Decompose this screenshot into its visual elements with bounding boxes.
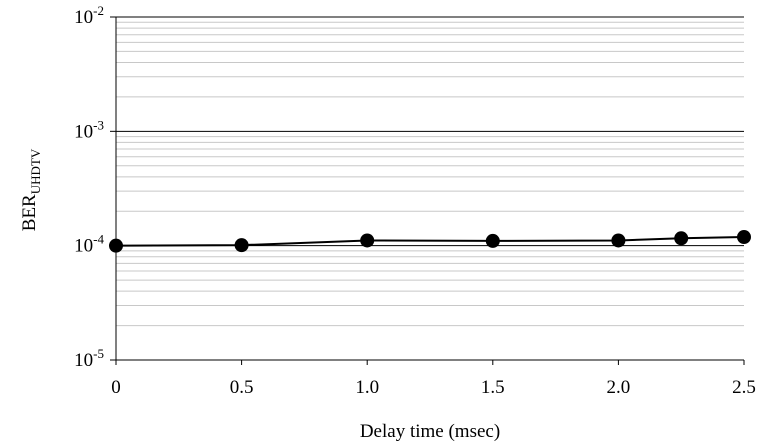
data-point bbox=[611, 233, 626, 248]
data-point bbox=[360, 233, 375, 248]
x-tick-label: 1.5 bbox=[481, 377, 505, 398]
tick-labels: 10-210-310-410-50 0.5 1.0 1.5 2.0 2.5 bbox=[74, 3, 756, 398]
data-point bbox=[485, 233, 500, 248]
y-tick-label: 10-5 bbox=[74, 346, 104, 371]
series-line bbox=[115, 236, 745, 247]
y-tick-exponent: -3 bbox=[93, 117, 104, 132]
y-tick-base: 10 bbox=[74, 7, 93, 28]
data-point bbox=[674, 231, 689, 246]
grid bbox=[116, 16, 744, 327]
data-point bbox=[109, 238, 123, 253]
y-tick-label: 10-4 bbox=[74, 232, 104, 257]
y-tick-exponent: -5 bbox=[93, 346, 104, 361]
x-tick-label: 0.5 bbox=[230, 377, 254, 398]
data-series bbox=[109, 230, 751, 253]
y-tick-base: 10 bbox=[74, 236, 93, 257]
data-point bbox=[234, 238, 249, 253]
x-tick-label: 0 bbox=[111, 377, 121, 398]
y-tick-label: 10-2 bbox=[74, 3, 104, 28]
x-tick-label: 1.0 bbox=[355, 377, 379, 398]
y-tick-label: 10-3 bbox=[74, 117, 104, 142]
y-tick-base: 10 bbox=[74, 350, 93, 371]
y-axis-title-base: BER bbox=[19, 194, 40, 231]
y-axis-title-subscript: UHDTV bbox=[28, 148, 43, 194]
y-tick-base: 10 bbox=[74, 121, 93, 142]
y-tick-exponent: -2 bbox=[93, 3, 104, 18]
y-axis-title: BERUHDTV bbox=[19, 148, 43, 231]
x-axis-title: Delay time (msec) bbox=[360, 421, 500, 442]
y-tick-exponent: -4 bbox=[93, 232, 104, 247]
x-tick-label: 2.0 bbox=[607, 377, 631, 398]
axes bbox=[110, 16, 745, 365]
data-point bbox=[737, 230, 751, 245]
x-tick-label: 2.5 bbox=[732, 377, 756, 398]
